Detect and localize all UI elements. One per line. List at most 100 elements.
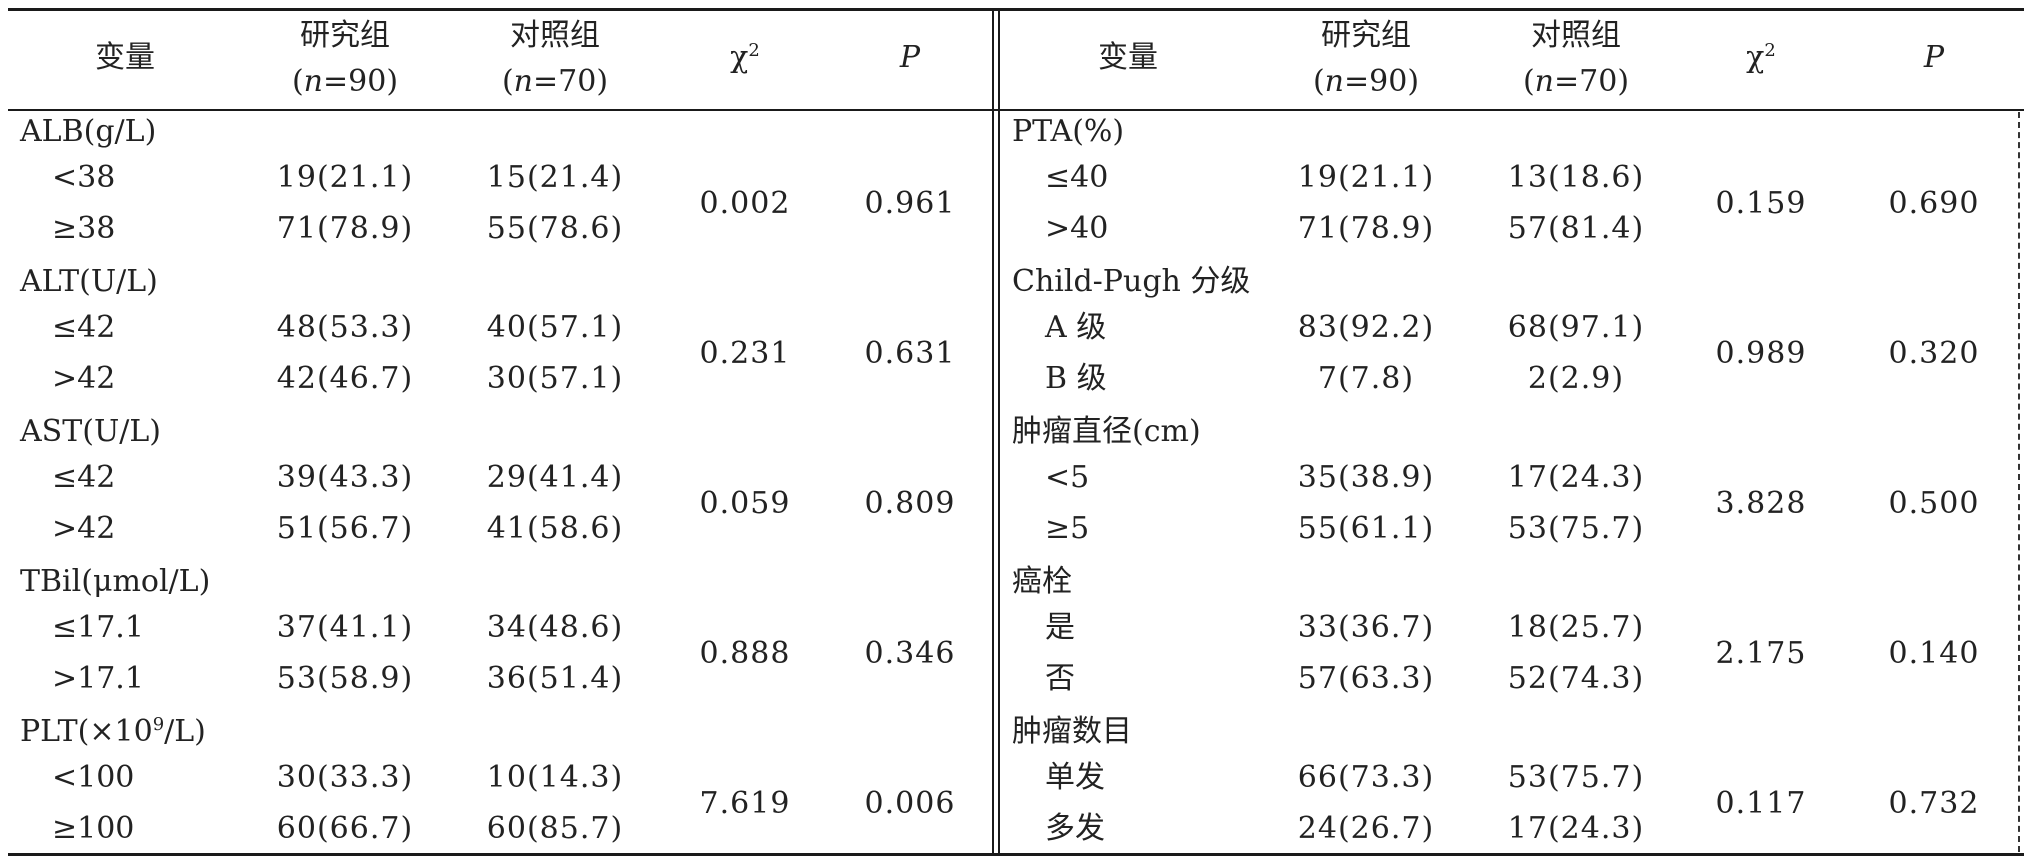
right-row-label: ≤40 <box>1045 160 1109 195</box>
right-p-value: 0.732 <box>1888 785 1980 821</box>
chi-superscript: 2 <box>748 40 760 61</box>
center-double-rule-a <box>992 8 994 856</box>
n-value: =70 <box>1554 64 1618 99</box>
right-chi-square-value: 2.175 <box>1715 635 1807 671</box>
left-control-value: 15(21.4) <box>486 160 624 195</box>
n-symbol: n <box>1324 64 1345 99</box>
left-group-title: ALT(U/L) <box>20 264 158 300</box>
right-header-variable: 变量 <box>1098 40 1158 75</box>
right-header-control: 对照组 <box>1531 18 1621 53</box>
right-p-value: 0.320 <box>1888 335 1980 371</box>
right-group-title: 肿瘤直径(cm) <box>1012 414 1201 449</box>
right-row-label: B 级 <box>1045 361 1107 396</box>
right-study-value: 66(73.3) <box>1297 760 1435 795</box>
right-row-label: <5 <box>1045 460 1090 495</box>
right-study-value: 71(78.9) <box>1297 211 1435 246</box>
left-study-value: 37(41.1) <box>276 610 414 645</box>
left-header-chi-square: χ2 <box>730 36 760 80</box>
left-p-value: 0.346 <box>864 635 956 671</box>
title-unit: μmol/L) <box>92 564 211 599</box>
left-control-value: 36(51.4) <box>486 661 624 696</box>
left-header-study-n: (n=90) <box>291 64 399 99</box>
right-header-study-n: (n=90) <box>1312 64 1420 99</box>
right-p-value: 0.500 <box>1888 485 1980 521</box>
left-row-label: ≤42 <box>52 460 116 495</box>
left-group-title: PLT(×109/L) <box>20 714 206 750</box>
left-study-value: 39(43.3) <box>276 460 414 495</box>
left-chi-square-value: 0.002 <box>699 185 791 221</box>
right-row-label: 多发 <box>1045 811 1105 846</box>
n-value: =90 <box>1344 64 1408 99</box>
right-group-title: PTA(%) <box>1012 114 1125 149</box>
right-row-label: ≥5 <box>1045 511 1090 546</box>
left-study-value: 71(78.9) <box>276 211 414 246</box>
title-superscript: 9 <box>152 714 165 735</box>
center-double-rule-b <box>998 8 1000 856</box>
chi-superscript: 2 <box>1764 40 1776 61</box>
left-header-control: 对照组 <box>510 18 600 53</box>
right-control-value: 52(74.3) <box>1507 661 1645 696</box>
right-row-label: >40 <box>1045 211 1109 246</box>
left-control-value: 55(78.6) <box>486 211 624 246</box>
right-control-value: 57(81.4) <box>1507 211 1645 246</box>
right-study-value: 35(38.9) <box>1297 460 1435 495</box>
left-row-label: ≤42 <box>52 310 116 345</box>
right-control-value: 17(24.3) <box>1507 460 1645 495</box>
left-chi-square-value: 0.059 <box>699 485 791 521</box>
left-group-title: TBil(μmol/L) <box>20 564 210 600</box>
right-p-value: 0.690 <box>1888 185 1980 221</box>
left-study-value: 53(58.9) <box>276 661 414 696</box>
title-text: TBil( <box>20 564 93 599</box>
title-text: PLT(×10 <box>20 714 153 749</box>
left-control-value: 60(85.7) <box>486 811 624 846</box>
left-p-value: 0.631 <box>864 335 956 371</box>
right-header-control-n: (n=70) <box>1522 64 1630 99</box>
right-study-value: 83(92.2) <box>1297 310 1435 345</box>
chi-symbol: χ <box>1746 40 1765 75</box>
left-study-value: 48(53.3) <box>276 310 414 345</box>
right-p-value: 0.140 <box>1888 635 1980 671</box>
left-study-value: 30(33.3) <box>276 760 414 795</box>
left-row-label: >42 <box>52 361 116 396</box>
right-header-study: 研究组 <box>1321 18 1411 53</box>
title-text: ALT( <box>20 264 91 299</box>
left-row-label: ≥38 <box>52 211 116 246</box>
left-chi-square-value: 0.231 <box>699 335 791 371</box>
right-group-title: 癌栓 <box>1012 564 1072 599</box>
left-control-value: 41(58.6) <box>486 511 624 546</box>
right-dashed-edge <box>2018 112 2020 852</box>
right-row-label: 单发 <box>1045 760 1105 795</box>
right-row-label: A 级 <box>1045 310 1107 345</box>
right-row-label: 是 <box>1045 610 1075 645</box>
chi-symbol: χ <box>730 40 749 75</box>
left-study-value: 19(21.1) <box>276 160 414 195</box>
n-symbol: n <box>1534 64 1555 99</box>
left-row-label: ≥100 <box>52 811 135 846</box>
right-study-value: 55(61.1) <box>1297 511 1435 546</box>
right-control-value: 13(18.6) <box>1507 160 1645 195</box>
right-control-value: 53(75.7) <box>1507 760 1645 795</box>
right-study-value: 57(63.3) <box>1297 661 1435 696</box>
left-header-study: 研究组 <box>300 18 390 53</box>
header-rule <box>8 109 2024 111</box>
left-p-value: 0.006 <box>864 785 956 821</box>
right-row-label: 否 <box>1045 661 1075 696</box>
right-chi-square-value: 0.117 <box>1715 785 1807 821</box>
left-control-value: 40(57.1) <box>486 310 624 345</box>
right-study-value: 19(21.1) <box>1297 160 1435 195</box>
left-group-title: ALB(g/L) <box>20 114 156 150</box>
title-unit: U/L) <box>90 264 158 299</box>
right-study-value: 24(26.7) <box>1297 811 1435 846</box>
title-unit: U/L) <box>93 414 161 449</box>
right-chi-square-value: 0.159 <box>1715 185 1807 221</box>
left-p-value: 0.809 <box>864 485 956 521</box>
right-group-title: 肿瘤数目 <box>1012 714 1132 749</box>
bottom-rule <box>8 853 2024 856</box>
left-header-control-n: (n=70) <box>501 64 609 99</box>
left-row-label: <100 <box>52 760 135 795</box>
right-control-value: 18(25.7) <box>1507 610 1645 645</box>
title-unit: /L) <box>164 714 206 749</box>
left-study-value: 42(46.7) <box>276 361 414 396</box>
right-control-value: 53(75.7) <box>1507 511 1645 546</box>
left-row-label: <38 <box>52 160 116 195</box>
